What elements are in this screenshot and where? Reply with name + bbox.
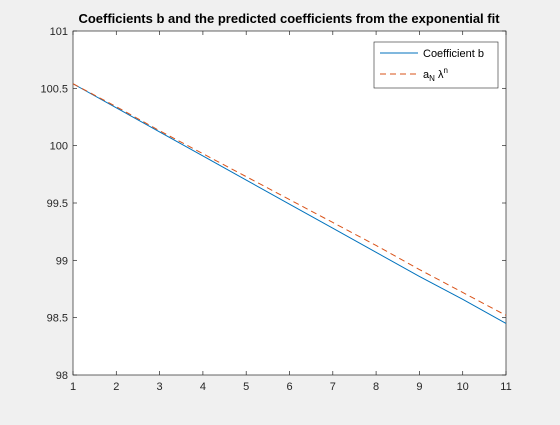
- x-tick-label: 9: [416, 381, 422, 393]
- x-tick-label: 10: [457, 381, 469, 393]
- legend-label-fit-lambda: λ: [435, 69, 444, 81]
- y-tick-label: 100: [50, 141, 68, 153]
- series-layer: [72, 83, 507, 324]
- x-tick-label: 4: [200, 381, 206, 393]
- x-tick-label: 6: [286, 381, 292, 393]
- legend-label-coefficient-b: Coefficient b: [423, 48, 484, 60]
- y-tick-label: 101: [50, 26, 68, 38]
- x-tick-label: 7: [330, 381, 336, 393]
- chart-title: Coefficients b and the predicted coeffic…: [78, 11, 500, 26]
- x-tick-label: 5: [243, 381, 249, 393]
- legend: Coefficient b aN λn: [373, 41, 499, 89]
- axes-layer: 1 2 3 4 5 6 7 8 9 10 11 98 98.5 99 99.5 100 100.5 101: [40, 26, 511, 393]
- x-tick-label: 11: [500, 381, 511, 393]
- series-line-exponential-fit: [72, 83, 507, 316]
- plot-area: [73, 31, 506, 375]
- y-tick-label: 98.5: [47, 313, 68, 325]
- x-tick-label: 3: [157, 381, 163, 393]
- y-tick-label: 100.5: [40, 83, 68, 95]
- x-tick-label: 1: [70, 381, 76, 393]
- legend-label-fit-base: a: [423, 69, 430, 81]
- y-tick-label: 99.5: [47, 198, 68, 210]
- legend-label-fit-superscript: n: [443, 66, 447, 75]
- x-tick-label: 2: [113, 381, 119, 393]
- x-tick-label: 8: [373, 381, 379, 393]
- series-line-coefficient-b: [72, 83, 507, 324]
- legend-label-fit-subscript: N: [429, 74, 435, 83]
- y-tick-label: 99: [56, 255, 68, 267]
- legend-box: [373, 41, 499, 89]
- y-tick-label: 98: [56, 370, 68, 382]
- legend-label-fit: aN λn: [423, 66, 448, 83]
